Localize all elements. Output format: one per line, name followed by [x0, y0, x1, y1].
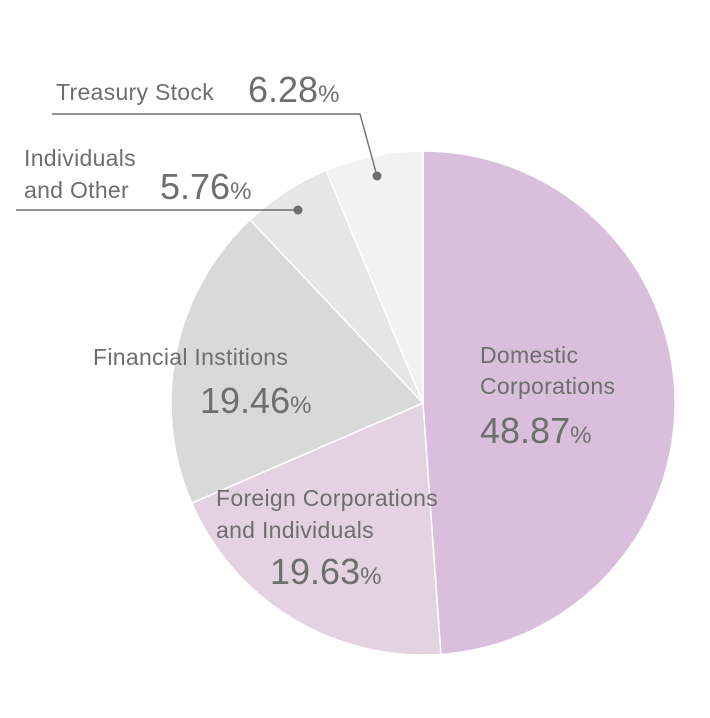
pie-slice-4	[325, 150, 424, 404]
label-individuals-other: Individuals and Other 5.76%	[16, 145, 303, 215]
slice-label-treasury: Treasury Stock	[56, 79, 214, 105]
slice-value-treasury: 6.28%	[248, 69, 339, 110]
slice-label-financial: Financial Institions	[93, 344, 288, 370]
pie-slice-1	[190, 401, 442, 656]
slice-label-foreign-line2: and Individuals	[216, 517, 374, 543]
slice-value-domestic: 48.87%	[480, 410, 591, 451]
pie-slices	[170, 150, 676, 656]
label-treasury-stock: Treasury Stock 6.28%	[52, 69, 382, 181]
leader-dot-treasury	[372, 171, 382, 181]
slice-label-individuals-line1: Individuals	[24, 145, 136, 171]
label-domestic-corporations: Domestic Corporations 48.87%	[480, 342, 615, 451]
pie-slice-0	[422, 150, 676, 656]
slice-label-foreign-line1: Foreign Corporations	[216, 485, 438, 511]
slice-label-individuals-line2: and Other	[24, 177, 129, 203]
label-foreign-corporations: Foreign Corporations and Individuals 19.…	[216, 485, 438, 592]
slice-label-domestic-line1: Domestic	[480, 342, 578, 368]
slice-value-financial: 19.46%	[200, 380, 311, 421]
leader-line-treasury	[52, 113, 378, 177]
slice-value-individuals: 5.76%	[160, 166, 251, 207]
slice-value-foreign: 19.63%	[270, 551, 381, 592]
slice-label-domestic-line2: Corporations	[480, 373, 615, 399]
leader-dot-individuals	[293, 205, 303, 215]
pie-slice-2	[170, 218, 425, 505]
label-financial-institions: Financial Institions 19.46%	[93, 344, 311, 421]
